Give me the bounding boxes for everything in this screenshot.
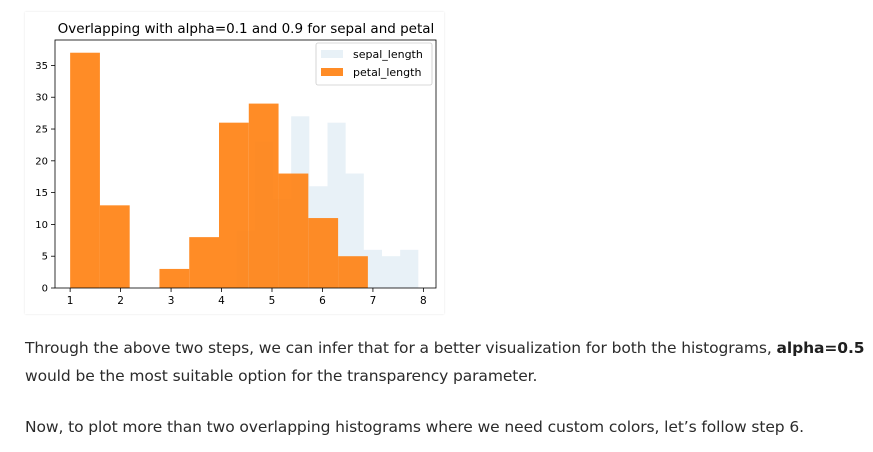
next-step-text: Now, to plot more than two overlapping h…	[25, 418, 804, 436]
conclusion-text-start: Through the above two steps, we can infe…	[25, 339, 777, 357]
legend-swatch-petal-length	[321, 68, 343, 76]
y-tick-label-15: 15	[35, 188, 48, 199]
x-tick-label-1: 1	[67, 295, 74, 307]
y-tick-label-10: 10	[35, 220, 48, 231]
petal-length-bar-9	[338, 256, 368, 288]
petal-length-bars	[70, 52, 368, 289]
x-tick-label-6: 6	[319, 295, 326, 307]
plot-area-frame	[54, 39, 437, 289]
x-tick-label-4: 4	[218, 295, 225, 307]
x-tick-label-3: 3	[168, 295, 175, 307]
legend-box	[315, 42, 433, 86]
chart-title: Overlapping with alpha=0.1 and 0.9 for s…	[58, 21, 435, 37]
alpha-value-highlight: alpha=0.5	[776, 339, 865, 357]
sepal-length-bar-7	[363, 249, 383, 288]
y-tick-label-0: 0	[42, 284, 48, 295]
legend-swatch-sepal-length	[321, 50, 343, 58]
sepal-length-bar-8	[382, 256, 401, 288]
petal-length-bar-6	[248, 103, 279, 288]
conclusion-paragraph: Through the above two steps, we can infe…	[25, 334, 865, 390]
y-axis: 0 5 10 15 20 25 30 35	[35, 61, 55, 295]
petal-length-bar-1	[99, 205, 130, 288]
conclusion-text-end: would be the most suitable option for th…	[25, 367, 538, 385]
histogram-chart: Overlapping with alpha=0.1 and 0.9 for s…	[35, 21, 437, 307]
y-tick-label-5: 5	[42, 252, 48, 263]
x-axis: 1 2 3 4 5 6 7 8	[67, 288, 427, 307]
x-tick-label-5: 5	[269, 295, 276, 307]
legend: sepal_length petal_length	[315, 42, 433, 86]
next-step-paragraph: Now, to plot more than two overlapping h…	[25, 413, 865, 441]
y-tick-label-30: 30	[35, 93, 48, 104]
petal-length-bar-4	[189, 237, 220, 288]
x-tick-label-7: 7	[370, 295, 377, 307]
chart-figure: Overlapping with alpha=0.1 and 0.9 for s…	[25, 12, 444, 314]
petal-length-bar-3	[159, 268, 190, 288]
petal-length-bar-7	[278, 173, 309, 288]
sepal-length-bar-9	[400, 249, 419, 288]
petal-length-bar-5	[219, 122, 249, 289]
y-tick-label-35: 35	[35, 61, 48, 72]
legend-label-sepal-length: sepal_length	[353, 48, 423, 61]
petal-length-bar-8	[308, 218, 339, 288]
petal-length-bar-0	[70, 52, 100, 288]
y-tick-label-25: 25	[35, 125, 48, 136]
x-tick-label-8: 8	[420, 295, 427, 307]
x-tick-label-2: 2	[117, 295, 124, 307]
y-tick-label-20: 20	[35, 156, 48, 167]
legend-label-petal-length: petal_length	[353, 66, 421, 79]
